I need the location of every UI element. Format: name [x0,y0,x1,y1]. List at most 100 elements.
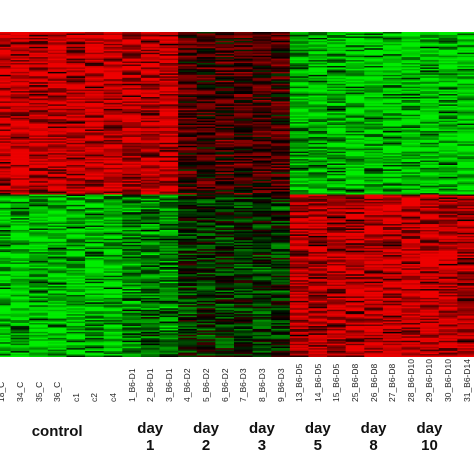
heatmap-cell [122,77,142,80]
heatmap-cell [345,221,365,223]
heatmap-cell [364,70,384,73]
heatmap-cell [122,286,142,288]
heatmap-cell [215,210,235,213]
heatmap-cell [0,297,12,300]
heatmap-cell [29,133,49,136]
heatmap-cell [271,337,291,340]
heatmap-cell [0,268,12,271]
heatmap-cell [103,119,123,121]
heatmap-cell [382,162,402,164]
heatmap-cell [252,33,272,36]
heatmap-cell [234,221,254,223]
heatmap-cell [0,280,12,282]
heatmap-cell [271,252,291,254]
heatmap-cell [345,280,365,282]
heatmap-cell [0,287,12,290]
heatmap-cell [103,92,123,95]
heatmap-cell [122,297,142,300]
heatmap-cell [103,323,123,325]
heatmap-cell [140,141,160,144]
heatmap-cell [140,169,160,172]
heatmap-cell [0,292,12,294]
heatmap-cell [196,255,216,257]
heatmap-cell [308,253,328,256]
heatmap-cell [122,160,142,163]
heatmap-cell [85,125,105,127]
heatmap-cell [159,238,179,241]
heatmap-cell [47,148,67,151]
heatmap-cell [271,342,291,345]
heatmap-cell [289,70,309,73]
heatmap-cell [122,191,142,194]
heatmap-cell [308,166,328,169]
heatmap-cell [10,247,30,250]
heatmap-cell [234,297,254,300]
heatmap-cell [364,88,384,90]
heatmap-cell [159,73,179,76]
heatmap-cell [252,219,272,222]
heatmap-cell [85,336,105,339]
heatmap-cell [234,246,254,248]
heatmap-cell [401,33,421,36]
heatmap-cell [47,74,67,77]
heatmap-cell [0,317,12,319]
heatmap-cell [122,346,142,349]
heatmap-cell [215,355,235,357]
heatmap-cell [196,218,216,220]
heatmap-cell [0,108,12,111]
heatmap-cell [289,330,309,333]
heatmap-cell [122,167,142,170]
heatmap-cell [308,130,328,133]
heatmap-cell [85,64,105,67]
heatmap-cell [140,346,160,349]
heatmap-cell [401,175,421,178]
heatmap-cell [122,197,142,200]
heatmap-cell [140,181,160,183]
heatmap-cell [159,108,179,111]
heatmap-cell [327,349,347,352]
heatmap-cell [10,163,30,166]
heatmap-cell [401,76,421,79]
heatmap-cell [140,122,160,124]
heatmap-cell [29,116,49,118]
heatmap-cell [252,55,272,58]
heatmap-cell [345,290,365,293]
heatmap-cell [289,89,309,92]
heatmap-cell [196,144,216,147]
heatmap-cell [308,138,328,141]
heatmap-cell [103,114,123,117]
heatmap-cell [252,110,272,113]
heatmap-cell [29,176,49,179]
heatmap-cell [308,68,328,71]
heatmap-cell [364,40,384,43]
heatmap-cell [345,209,365,212]
heatmap-cell [345,284,365,287]
heatmap-cell [140,355,160,357]
heatmap-cell [289,300,309,303]
heatmap-cell [122,148,142,151]
heatmap-cell [85,184,105,186]
heatmap-cell [289,116,309,118]
heatmap-cell [252,224,272,226]
heatmap-cell [140,91,160,93]
heatmap-cell [47,193,67,195]
heatmap-cell [159,43,179,46]
heatmap-cell [382,306,402,309]
heatmap-cell [271,308,291,311]
heatmap-cell [364,181,384,183]
heatmap-cell [364,190,384,192]
heatmap-cell [364,253,384,256]
heatmap-cell [196,181,216,183]
heatmap-cell [401,209,421,212]
heatmap-cell [178,83,198,86]
heatmap-cell [103,336,123,339]
heatmap-cell [401,65,421,68]
heatmap-cell [382,34,402,37]
heatmap-cell [66,281,86,284]
heatmap-cell [345,167,365,170]
heatmap-cell [196,170,216,173]
heatmap-cell [271,218,291,220]
heatmap-cell [140,302,160,305]
heatmap-cell [345,144,365,147]
heatmap-cell [0,305,12,308]
